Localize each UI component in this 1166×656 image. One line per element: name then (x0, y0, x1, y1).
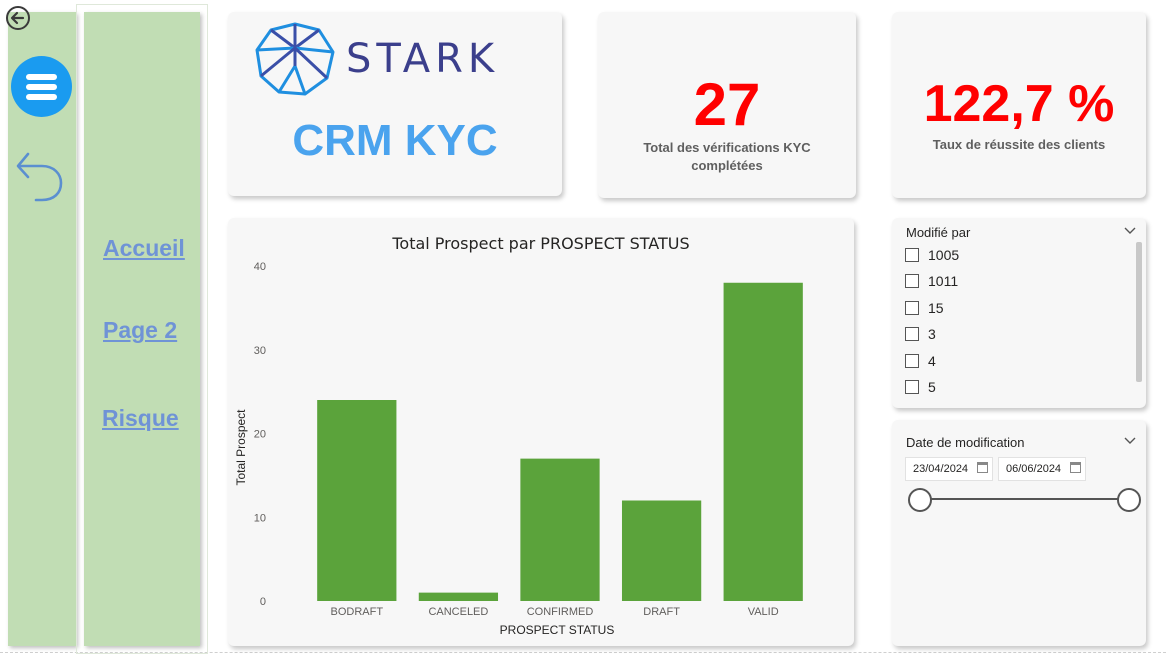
hamburger-icon (26, 94, 57, 100)
y-tick-label: 10 (254, 512, 266, 524)
kpi-value-success-rate: 122,7 % (923, 75, 1115, 133)
bar-bodraft (317, 400, 397, 601)
date-start-value: 23/04/2024 (913, 463, 969, 475)
chevron-down-icon[interactable] (1124, 437, 1136, 445)
x-tick-label: BODRAFT (331, 606, 384, 618)
y-tick-label: 30 (254, 345, 266, 357)
slicer-option[interactable]: 1005 (905, 245, 959, 265)
stark-logo-icon (255, 22, 335, 96)
undo-icon[interactable] (14, 146, 66, 204)
nav-link-page-2[interactable]: Page 2 (103, 317, 178, 343)
hamburger-icon (26, 84, 57, 90)
slicer-date (892, 420, 1146, 646)
date-range-start-handle[interactable] (908, 488, 932, 512)
nav-link-risque[interactable]: Risque (102, 405, 179, 431)
slicer-option-label: 4 (928, 353, 936, 369)
checkbox[interactable] (905, 274, 919, 288)
stark-logo-text: STARK (346, 36, 500, 82)
y-tick-label: 20 (254, 429, 266, 441)
slicer-option-label: 5 (928, 379, 936, 395)
slicer-option-label: 1011 (928, 273, 959, 289)
x-axis-title: PROSPECT STATUS (500, 623, 615, 637)
x-tick-label: CONFIRMED (527, 606, 594, 618)
date-end-input[interactable]: 06/06/2024 (998, 457, 1086, 481)
checkbox[interactable] (905, 301, 919, 315)
date-range-track[interactable] (920, 498, 1128, 500)
slicer-option[interactable]: 3 (905, 324, 936, 344)
date-end-value: 06/06/2024 (1006, 463, 1062, 475)
back-arrow-icon[interactable] (5, 5, 31, 31)
y-tick-label: 40 (254, 261, 266, 273)
left-rail (8, 12, 76, 646)
bar-confirmed (520, 458, 600, 601)
chart-title: Total Prospect par PROSPECT STATUS (392, 234, 690, 253)
calendar-icon[interactable] (1070, 462, 1081, 473)
y-axis-title: Total Prospect (234, 409, 248, 486)
slicer-scrollbar[interactable] (1136, 242, 1142, 382)
kpi-card-success-rate (892, 12, 1146, 198)
slicer-option[interactable]: 5 (905, 377, 936, 397)
bar-canceled (418, 592, 499, 601)
hamburger-menu-button[interactable] (11, 56, 72, 117)
nav-panel-frame (76, 4, 208, 654)
nav-panel (84, 12, 200, 646)
date-range-end-handle[interactable] (1117, 488, 1141, 512)
slicer-modifie-title: Modifié par (906, 225, 971, 240)
bar-draft (621, 500, 702, 601)
x-tick-label: CANCELED (428, 606, 488, 618)
slicer-option[interactable]: 15 (905, 298, 944, 318)
date-start-input[interactable]: 23/04/2024 (905, 457, 993, 481)
slicer-option[interactable]: 1011 (905, 271, 958, 291)
calendar-icon[interactable] (977, 462, 988, 473)
x-tick-label: VALID (748, 606, 779, 618)
bar-valid (723, 282, 803, 601)
nav-link-accueil[interactable]: Accueil (103, 235, 185, 261)
chevron-down-icon[interactable] (1124, 227, 1136, 235)
slicer-option[interactable]: 4 (905, 351, 936, 371)
kpi-label-total-kyc: Total des vérifications KYC complétées (643, 140, 811, 173)
slicer-option-label: 1005 (928, 247, 960, 263)
slicer-option-label: 3 (928, 326, 936, 342)
checkbox[interactable] (905, 248, 919, 262)
kpi-label-success-rate: Taux de réussite des clients (932, 137, 1106, 152)
bar-chart: 0 10 20 30 40 BODRAFT CANCELED CONFIRMED DRAFT VA… (234, 261, 803, 637)
page-bottom-border (0, 652, 1166, 653)
kpi-value-total-kyc: 27 (693, 71, 761, 138)
hamburger-icon (26, 74, 57, 80)
logo-card (228, 12, 562, 196)
y-tick-label: 0 (260, 596, 266, 608)
checkbox[interactable] (905, 380, 919, 394)
slicer-date-title: Date de modification (906, 435, 1025, 450)
x-tick-label: DRAFT (643, 606, 680, 618)
kpi-card-total-kyc (598, 12, 856, 198)
checkbox[interactable] (905, 327, 919, 341)
checkbox[interactable] (905, 354, 919, 368)
slicer-modifie-par (892, 218, 1146, 408)
slicer-option-label: 15 (928, 300, 944, 316)
page-title: CRM KYC (292, 116, 498, 165)
